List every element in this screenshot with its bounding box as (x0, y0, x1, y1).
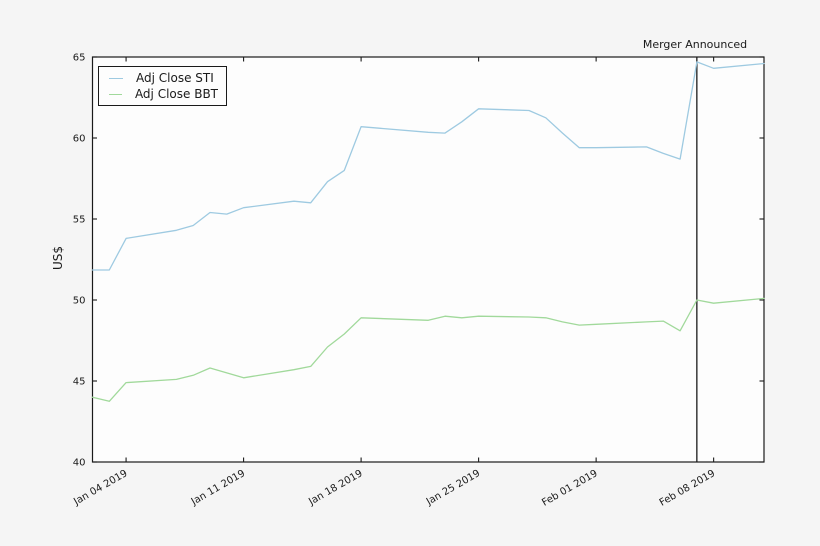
y-tick-label: 60 (73, 134, 86, 145)
sti-line-sample-icon (109, 77, 123, 79)
y-tick-label: 40 (73, 458, 86, 469)
y-tick-label: 45 (73, 377, 86, 388)
y-tick-label: 55 (73, 215, 86, 226)
y-axis-label: US$ (51, 246, 65, 270)
legend: Adj Close STI Adj Close BBT (98, 66, 227, 106)
bbt-line-sample-icon (109, 93, 122, 95)
x-tick-label: Feb 01 2019 (540, 468, 599, 509)
legend-entry-bbt: Adj Close BBT (109, 86, 218, 102)
x-tick-label: Feb 08 2019 (658, 468, 717, 509)
bbt-price-line (91, 297, 765, 402)
legend-label-bbt: Adj Close BBT (134, 87, 218, 101)
x-tick-label: Jan 04 2019 (71, 468, 129, 508)
x-tick-label: Jan 25 2019 (424, 468, 482, 508)
sti-price-line (91, 61, 765, 271)
legend-label-sti: Adj Close STI (136, 71, 214, 85)
x-tick-label: Jan 11 2019 (189, 468, 247, 508)
y-tick-label: 65 (73, 53, 86, 64)
plot-area (91, 56, 765, 463)
ticks-layer (92, 56, 764, 463)
merger-annotation-label: Merger Announced (643, 38, 747, 51)
x-tick-label: Jan 18 2019 (306, 468, 364, 508)
series-layer (91, 57, 765, 462)
y-tick-label: 50 (73, 296, 86, 307)
legend-entry-sti: Adj Close STI (109, 70, 218, 86)
